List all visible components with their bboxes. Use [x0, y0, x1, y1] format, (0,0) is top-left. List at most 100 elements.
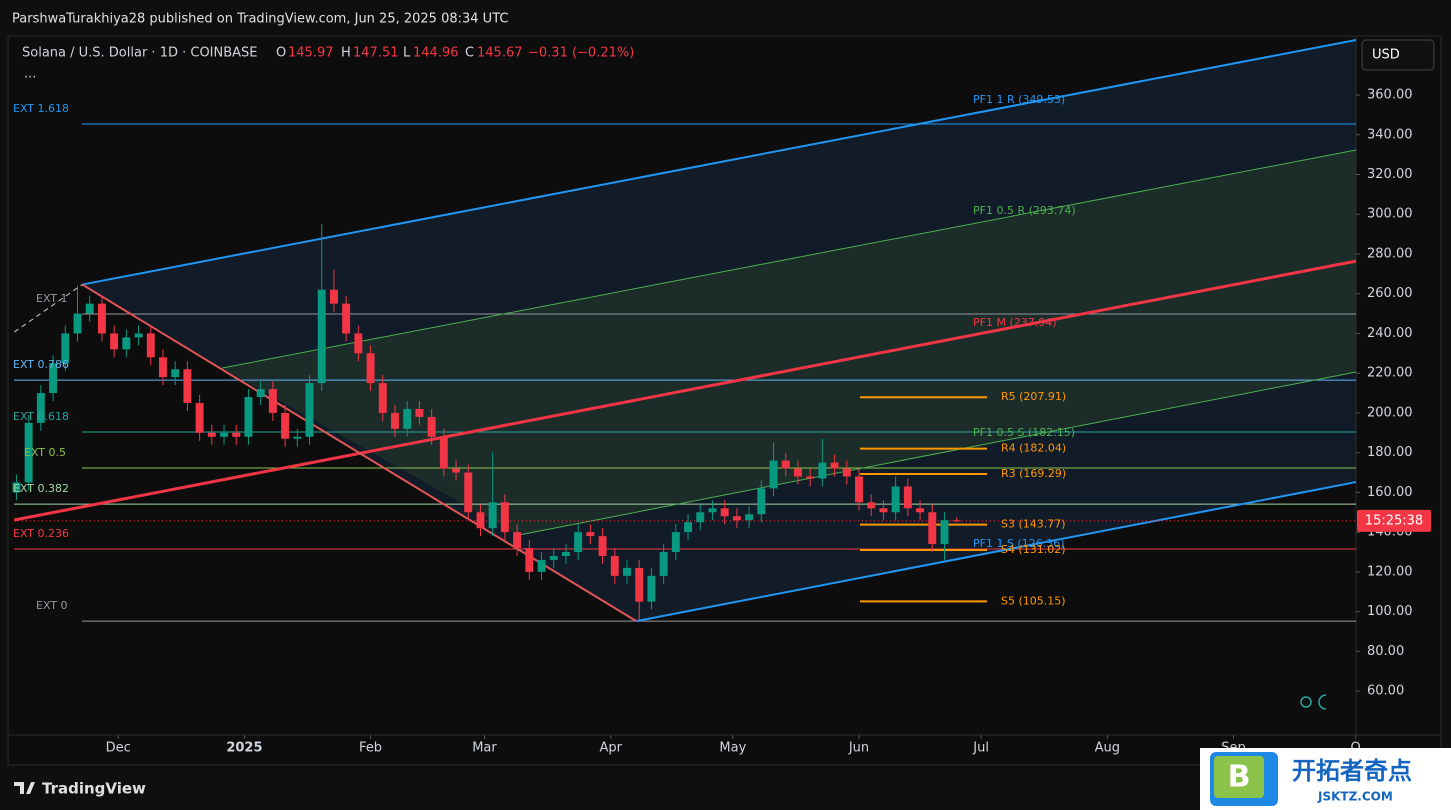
candle-body: [97, 303, 106, 334]
candle-body: [85, 303, 94, 314]
y-tick-label: 320.00: [1367, 167, 1413, 182]
y-tick-label: 180.00: [1367, 445, 1413, 460]
candle-body: [781, 460, 790, 469]
currency-button[interactable]: [1361, 39, 1435, 71]
candle-body: [830, 462, 839, 469]
pivot-label: R3 (169.29): [1001, 467, 1066, 480]
pitchfork-line: [222, 149, 1357, 369]
y-tick-label: 120.00: [1367, 564, 1413, 579]
y-tick-label: 60.00: [1367, 684, 1404, 699]
o-value: 145.97: [288, 46, 334, 61]
pitchfork-line: [636, 481, 1357, 623]
pitchfork-label: PF1 0.5 R (293.74): [973, 204, 1076, 217]
candle-body: [61, 333, 70, 364]
logo-mark: [14, 782, 35, 794]
candle-body: [732, 516, 741, 521]
level-label: EXT 1.618: [13, 102, 69, 115]
pitchfork-line: [13, 284, 83, 333]
pitchfork-label: PF1 0.5 S (182.15): [973, 426, 1075, 439]
candle-body: [354, 333, 363, 354]
candle-body: [134, 333, 143, 338]
pivot-label: R4 (182.04): [1001, 442, 1066, 455]
candle-body: [561, 552, 570, 556]
h-value: 147.51: [353, 46, 399, 61]
pitchfork-half-fill: [222, 150, 1357, 536]
candle-body: [708, 508, 717, 513]
last-price-tag: [1357, 509, 1431, 532]
pitchfork-label: PF1 M (237.94): [973, 316, 1057, 329]
footer-logo: [14, 782, 35, 794]
theme-icon[interactable]: [1300, 694, 1327, 710]
pitchfork-label: PF1 1 R (349.53): [973, 93, 1065, 106]
y-tick-label: 200.00: [1367, 405, 1413, 420]
candle-body: [12, 482, 21, 493]
candle-body: [49, 363, 58, 394]
candle-body: [891, 486, 900, 513]
candle-body: [513, 532, 522, 549]
watermark-name: 开拓者奇点: [1292, 757, 1412, 785]
candle-body: [610, 555, 619, 576]
c-value: 145.67: [477, 46, 523, 61]
y-tick-label: 240.00: [1367, 326, 1413, 341]
x-tick-label: Feb: [359, 741, 382, 756]
x-tick-label: Aug: [1095, 741, 1120, 756]
candle-body: [317, 289, 326, 384]
candle-body: [305, 383, 314, 437]
h-label: H: [341, 46, 351, 61]
pitchfork-line: [518, 371, 1357, 536]
candle-body: [366, 353, 375, 384]
x-tick-label: 2025: [226, 741, 262, 756]
y-tick-label: 80.00: [1367, 644, 1404, 659]
candle-body: [171, 369, 180, 378]
candle-body: [952, 520, 961, 522]
candle-body: [476, 512, 485, 529]
candle-body: [720, 508, 729, 517]
candle-body: [110, 333, 119, 350]
candle-body: [647, 575, 656, 602]
pivot-label: R5 (207.91): [1001, 390, 1066, 403]
level-label: EXT 0.786: [13, 358, 69, 371]
pitchfork-line: [13, 259, 1357, 522]
x-tick-label: Apr: [600, 741, 623, 756]
candle-body: [415, 408, 424, 417]
more-button[interactable]: ...: [24, 67, 36, 82]
candle-body: [403, 408, 412, 429]
y-tick-label: 220.00: [1367, 366, 1413, 381]
l-label: L: [403, 46, 411, 61]
candle-body: [378, 383, 387, 413]
candle-body: [146, 333, 155, 358]
y-tick-label: 100.00: [1367, 604, 1413, 619]
candle-body: [232, 432, 241, 437]
candle-body: [342, 303, 351, 334]
candle-body: [439, 436, 448, 469]
candle-body: [36, 393, 45, 423]
pivot-label: S5 (105.15): [1001, 594, 1066, 607]
pivot-label: S3 (143.77): [1001, 518, 1066, 531]
level-label: EXT 0: [36, 599, 68, 612]
candle-body: [122, 337, 131, 350]
y-tick-label: 280.00: [1367, 246, 1413, 261]
candle-body: [464, 472, 473, 513]
candle-body: [684, 522, 693, 533]
x-tick-label: Jun: [848, 741, 869, 756]
candle-body: [635, 567, 644, 602]
footer-brand: TradingView: [42, 780, 146, 798]
candle-body: [452, 468, 461, 473]
candle-body: [598, 536, 607, 556]
candle-body: [500, 502, 509, 533]
candle-body: [696, 512, 705, 523]
candle-body: [391, 412, 399, 429]
candle-body: [769, 460, 778, 489]
pitchfork-label: PF1 1 S (126.36): [973, 537, 1065, 550]
candle-body: [537, 559, 546, 572]
sun-icon: [1300, 696, 1312, 708]
candle-body: [488, 502, 497, 529]
publisher: ParshwaTurakhiya28 published on TradingV…: [12, 12, 508, 27]
x-tick-label: May: [719, 741, 746, 756]
currency[interactable]: USD: [1372, 48, 1400, 63]
y-tick-label: 300.00: [1367, 207, 1413, 222]
countdown: 15:25:38: [1365, 513, 1423, 528]
candle-body: [855, 476, 863, 503]
candle-body: [281, 412, 290, 439]
